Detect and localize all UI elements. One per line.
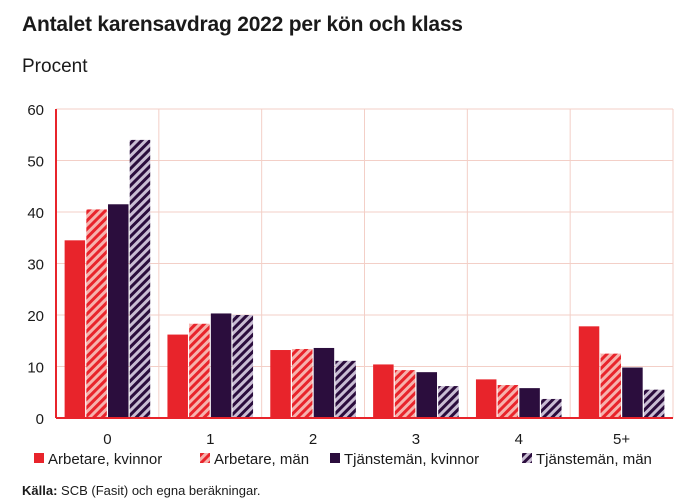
- bar: [232, 315, 254, 418]
- bar: [438, 386, 459, 418]
- bar: [416, 372, 438, 418]
- legend-swatch: [330, 453, 340, 463]
- bar: [86, 209, 107, 418]
- x-tick-label: 4: [515, 431, 523, 448]
- bar: [291, 348, 313, 418]
- source-note: Källa: SCB (Fasit) och egna beräkningar.: [22, 483, 260, 498]
- bar: [270, 350, 291, 418]
- x-tick-label: 3: [412, 431, 420, 448]
- bar: [394, 370, 416, 418]
- chart-subtitle: Procent: [22, 56, 88, 77]
- bar: [335, 360, 356, 418]
- bar: [210, 313, 232, 418]
- legend: Arbetare, kvinnor Arbetare, män Tjänstemän…: [34, 451, 652, 468]
- bar: [519, 388, 540, 418]
- y-tick-label: 20: [27, 308, 44, 325]
- y-tick-label: 10: [27, 360, 44, 377]
- bar: [497, 385, 519, 418]
- legend-swatch: [34, 453, 44, 463]
- bar: [373, 364, 394, 418]
- legend-label: Tjänstemän, kvinnor: [344, 451, 479, 468]
- bar: [108, 204, 129, 418]
- bar: [541, 398, 562, 418]
- x-tick-label: 2: [309, 431, 317, 448]
- x-tick-label: 0: [103, 431, 111, 448]
- bar: [189, 323, 210, 418]
- y-tick-label: 0: [36, 411, 44, 428]
- legend-swatch: [522, 453, 532, 463]
- legend-label: Tjänstemän, män: [536, 451, 652, 468]
- bar: [64, 240, 86, 418]
- chart-title: Antalet karensavdrag 2022 per kön och kl…: [22, 13, 463, 36]
- legend-label: Arbetare, kvinnor: [48, 451, 162, 468]
- gridlines: [56, 108, 674, 418]
- bar: [578, 326, 600, 418]
- x-tick-label: 1: [206, 431, 214, 448]
- y-tick-label: 50: [27, 154, 44, 171]
- axes: 0 10 20 30 40 50 60 0 1 2 3 4 5+: [27, 102, 673, 448]
- y-tick-label: 40: [27, 205, 44, 222]
- source-label: Källa:: [22, 483, 58, 498]
- bars: [64, 139, 665, 418]
- bar: [622, 367, 643, 418]
- y-tick-label: 60: [27, 102, 44, 119]
- source-text: SCB (Fasit) och egna beräkningar.: [61, 483, 261, 498]
- bar: [475, 379, 497, 418]
- y-tick-label: 30: [27, 257, 44, 274]
- bar: [643, 389, 665, 418]
- bar: [167, 334, 188, 418]
- bar: [600, 353, 621, 418]
- bar: [129, 139, 151, 418]
- x-tick-label: 5+: [613, 431, 630, 448]
- bar: [313, 347, 335, 418]
- legend-swatch: [200, 453, 210, 463]
- legend-label: Arbetare, män: [214, 451, 309, 468]
